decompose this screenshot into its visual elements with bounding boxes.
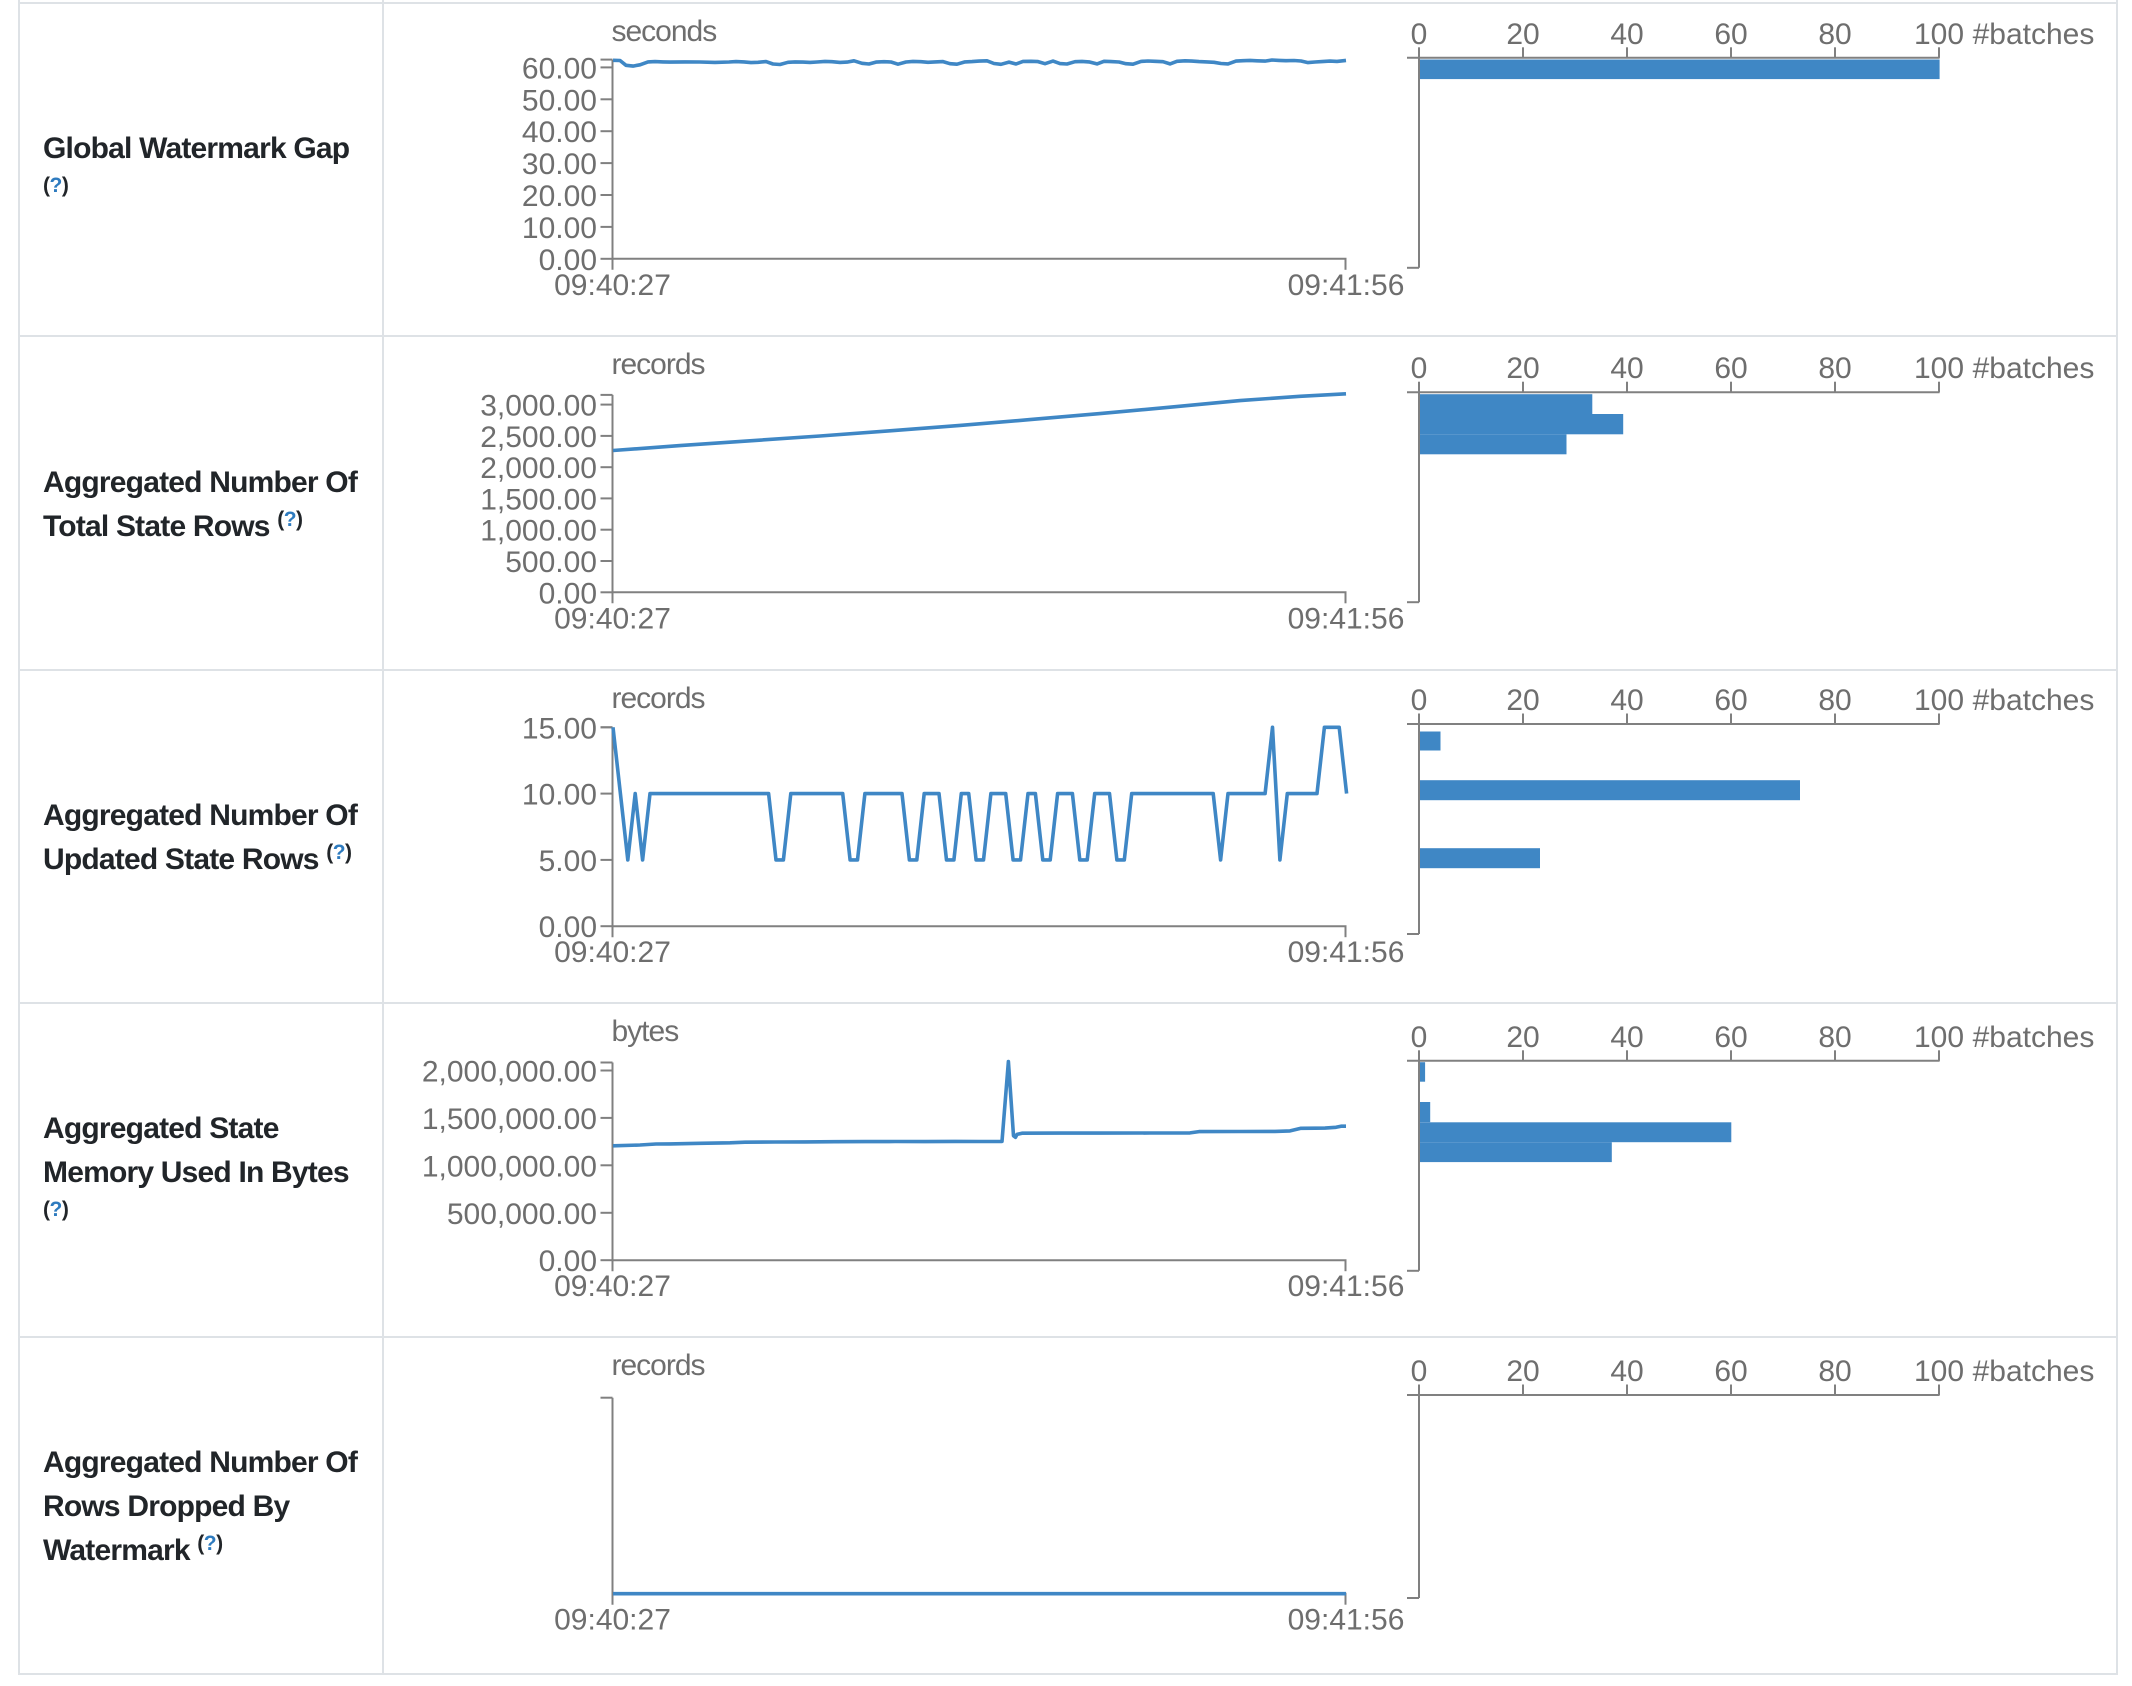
svg-text:40: 40 — [1610, 352, 1643, 385]
svg-text:100: 100 — [1914, 18, 1964, 51]
svg-text:20: 20 — [1506, 684, 1539, 717]
svg-text:0.00: 0.00 — [539, 244, 597, 277]
svg-text:60: 60 — [1714, 1355, 1747, 1388]
svg-text:60: 60 — [1714, 684, 1747, 717]
svg-text:09:40:27: 09:40:27 — [554, 1270, 671, 1303]
svg-text:20.00: 20.00 — [522, 180, 597, 213]
svg-text:500,000.00: 500,000.00 — [447, 1198, 597, 1231]
svg-text:records: records — [612, 682, 705, 715]
svg-text:09:41:56: 09:41:56 — [1288, 269, 1405, 302]
svg-text:2,000,000.00: 2,000,000.00 — [422, 1056, 597, 1089]
svg-text:1,000.00: 1,000.00 — [480, 515, 597, 548]
svg-text:20: 20 — [1506, 1355, 1539, 1388]
svg-text:60: 60 — [1714, 352, 1747, 385]
svg-text:#batches: #batches — [1973, 352, 2095, 385]
svg-text:records: records — [612, 1349, 705, 1382]
svg-text:40: 40 — [1610, 1021, 1643, 1054]
svg-text:80: 80 — [1818, 18, 1851, 51]
svg-text:60.00: 60.00 — [522, 52, 597, 85]
svg-text:09:41:56: 09:41:56 — [1288, 1604, 1405, 1637]
svg-text:15.00: 15.00 — [522, 712, 597, 745]
svg-text:100: 100 — [1914, 1355, 1964, 1388]
svg-text:2,500.00: 2,500.00 — [480, 421, 597, 454]
svg-text:0.00: 0.00 — [539, 577, 597, 610]
svg-text:40.00: 40.00 — [522, 116, 597, 149]
svg-text:1,500.00: 1,500.00 — [480, 483, 597, 516]
svg-text:100: 100 — [1914, 352, 1964, 385]
svg-text:#batches: #batches — [1973, 1355, 2095, 1388]
svg-text:0: 0 — [1411, 18, 1428, 51]
svg-text:09:41:56: 09:41:56 — [1288, 1270, 1405, 1303]
svg-text:bytes: bytes — [612, 1015, 679, 1048]
svg-text:0: 0 — [1411, 1355, 1428, 1388]
svg-text:60: 60 — [1714, 18, 1747, 51]
svg-text:5.00: 5.00 — [539, 845, 597, 878]
svg-text:500.00: 500.00 — [505, 546, 597, 579]
svg-text:1,000,000.00: 1,000,000.00 — [422, 1150, 597, 1183]
svg-text:0: 0 — [1411, 684, 1428, 717]
svg-text:40: 40 — [1610, 18, 1643, 51]
svg-text:0: 0 — [1411, 1021, 1428, 1054]
svg-text:50.00: 50.00 — [522, 84, 597, 117]
svg-text:30.00: 30.00 — [522, 148, 597, 181]
svg-text:80: 80 — [1818, 1021, 1851, 1054]
svg-text:09:40:27: 09:40:27 — [554, 1604, 671, 1637]
svg-text:09:41:56: 09:41:56 — [1288, 936, 1405, 969]
svg-text:records: records — [612, 348, 705, 381]
svg-text:100: 100 — [1914, 684, 1964, 717]
svg-text:09:41:56: 09:41:56 — [1288, 602, 1405, 635]
svg-text:60: 60 — [1714, 1021, 1747, 1054]
svg-text:40: 40 — [1610, 684, 1643, 717]
svg-text:09:40:27: 09:40:27 — [554, 602, 671, 635]
svg-text:0.00: 0.00 — [539, 1245, 597, 1278]
svg-text:09:40:27: 09:40:27 — [554, 269, 671, 302]
svg-text:10.00: 10.00 — [522, 779, 597, 812]
svg-text:20: 20 — [1506, 18, 1539, 51]
svg-text:#batches: #batches — [1973, 1021, 2095, 1054]
svg-text:#batches: #batches — [1973, 684, 2095, 717]
svg-text:seconds: seconds — [612, 15, 717, 48]
svg-text:#batches: #batches — [1973, 18, 2095, 51]
svg-text:20: 20 — [1506, 352, 1539, 385]
svg-text:40: 40 — [1610, 1355, 1643, 1388]
svg-text:80: 80 — [1818, 1355, 1851, 1388]
svg-text:0.00: 0.00 — [539, 911, 597, 944]
svg-text:09:40:27: 09:40:27 — [554, 936, 671, 969]
svg-text:100: 100 — [1914, 1021, 1964, 1054]
svg-text:80: 80 — [1818, 352, 1851, 385]
svg-text:80: 80 — [1818, 684, 1851, 717]
svg-text:2,000.00: 2,000.00 — [480, 452, 597, 485]
svg-text:10.00: 10.00 — [522, 212, 597, 245]
svg-text:0: 0 — [1411, 352, 1428, 385]
svg-text:20: 20 — [1506, 1021, 1539, 1054]
svg-text:1,500,000.00: 1,500,000.00 — [422, 1103, 597, 1136]
svg-text:3,000.00: 3,000.00 — [480, 390, 597, 423]
